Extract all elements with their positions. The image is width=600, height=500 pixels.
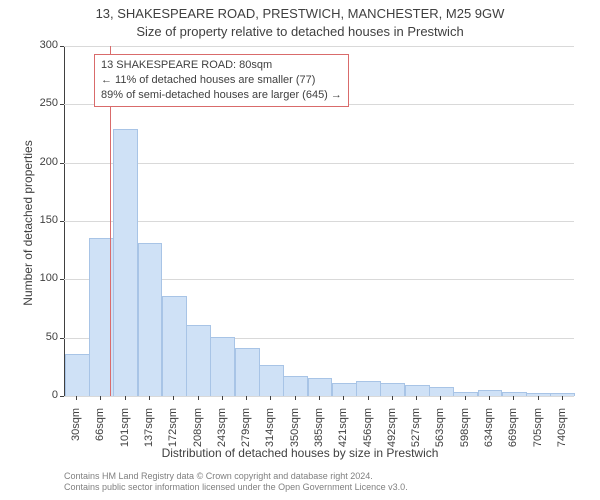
ytick-mark (60, 46, 64, 47)
chart-title-line1: 13, SHAKESPEARE ROAD, PRESTWICH, MANCHES… (0, 6, 600, 21)
ytick-label: 0 (22, 390, 58, 401)
footer-line2: Contains public sector information licen… (64, 482, 408, 494)
histogram-bar (113, 129, 138, 396)
histogram-bar (380, 383, 405, 396)
gridline (64, 163, 574, 164)
histogram-bar (65, 354, 90, 396)
histogram-bar (405, 385, 430, 397)
info-box-line2: ← 11% of detached houses are smaller (77… (101, 73, 342, 88)
histogram-bar (332, 383, 357, 396)
x-axis-label: Distribution of detached houses by size … (0, 446, 600, 460)
info-box-line1: 13 SHAKESPEARE ROAD: 80sqm (101, 58, 342, 73)
histogram-bar (162, 296, 187, 396)
footer-line1: Contains HM Land Registry data © Crown c… (64, 471, 408, 483)
chart-container: 13, SHAKESPEARE ROAD, PRESTWICH, MANCHES… (0, 0, 600, 500)
histogram-bar (283, 376, 308, 396)
histogram-bar (138, 243, 163, 396)
ytick-label: 200 (22, 157, 58, 168)
histogram-bar (210, 337, 235, 396)
y-axis-ticks: 050100150200250300 (24, 46, 60, 396)
histogram-bar (308, 378, 333, 397)
ytick-label: 100 (22, 273, 58, 284)
ytick-label: 300 (22, 40, 58, 51)
gridline (64, 46, 574, 47)
histogram-bar (235, 348, 260, 396)
ytick-mark (60, 221, 64, 222)
ytick-label: 250 (22, 98, 58, 109)
histogram-bar (429, 387, 454, 396)
ytick-mark (60, 104, 64, 105)
info-box: 13 SHAKESPEARE ROAD: 80sqm← 11% of detac… (94, 54, 349, 107)
gridline (64, 221, 574, 222)
info-box-line3: 89% of semi-detached houses are larger (… (101, 88, 342, 103)
ytick-label: 150 (22, 215, 58, 226)
ytick-mark (60, 163, 64, 164)
ytick-mark (60, 338, 64, 339)
histogram-bar (186, 325, 211, 396)
chart-title-line2: Size of property relative to detached ho… (0, 24, 600, 39)
histogram-bar (356, 381, 381, 396)
ytick-mark (60, 279, 64, 280)
ytick-label: 50 (22, 332, 58, 343)
plot-area: 13 SHAKESPEARE ROAD: 80sqm← 11% of detac… (64, 46, 574, 396)
footer-attribution: Contains HM Land Registry data © Crown c… (64, 471, 408, 494)
histogram-bar (259, 365, 284, 396)
